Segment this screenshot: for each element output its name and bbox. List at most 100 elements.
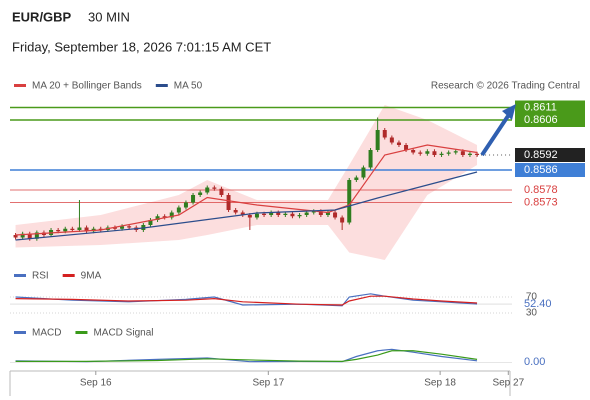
candle-body: [162, 216, 167, 218]
candle-body: [347, 180, 352, 223]
candle-body: [84, 227, 89, 232]
candle-body: [404, 145, 409, 150]
candle-body: [120, 226, 125, 229]
timeframe: 30 MIN: [88, 9, 130, 24]
level-label: 0.8578: [524, 184, 558, 196]
candle-body: [198, 192, 203, 195]
candle-body: [325, 212, 330, 215]
candle-body: [304, 212, 309, 215]
candle-body: [318, 211, 323, 215]
legend-label: MACD: [32, 328, 61, 339]
x-tick-label: Sep 17: [252, 378, 284, 389]
candle-body: [98, 228, 103, 230]
plot: MA 20 + Bollinger Bands MA 50 0.86110.8606…: [10, 81, 585, 389]
legend-swatch: [14, 84, 26, 87]
candle-body: [269, 212, 274, 215]
candle-body: [311, 211, 316, 213]
legend-swatch: [155, 84, 168, 87]
legend-swatch: [14, 274, 26, 277]
candle-body: [446, 152, 451, 154]
x-tick-label: Sep 16: [80, 378, 112, 389]
candle-body: [63, 228, 68, 232]
y-tick-label: 70: [526, 292, 538, 303]
candle-body: [425, 151, 430, 154]
candle-body: [389, 137, 394, 143]
datetime: Friday, September 18, 2026 7:01:15 AM CE…: [12, 39, 271, 54]
candle-body: [155, 216, 160, 220]
candle-body: [20, 233, 25, 238]
level-label: 0.8611: [524, 101, 557, 113]
candle-body: [467, 153, 472, 155]
candle-body: [340, 217, 345, 223]
candle-body: [191, 195, 196, 203]
legend-label: RSI: [32, 271, 49, 282]
series-line: [15, 350, 478, 362]
candle-body: [34, 232, 39, 239]
y-tick-label: 30: [526, 308, 538, 319]
series-line: [15, 144, 478, 236]
legend-label: MA 50: [174, 81, 203, 92]
candle-body: [262, 213, 267, 215]
candle-body: [439, 153, 444, 155]
candle-body: [27, 233, 32, 239]
last-value-label: 52.40: [524, 298, 552, 310]
level-label: 0.8586: [524, 164, 558, 176]
candle-body: [212, 187, 217, 189]
credit: Research © 2026 Trading Central: [431, 81, 580, 92]
candle-body: [219, 188, 224, 195]
candle-body: [396, 142, 401, 145]
series-line: [15, 295, 478, 306]
bollinger-band: [15, 105, 478, 260]
candle-body: [418, 152, 423, 154]
legend-label: MACD Signal: [93, 328, 153, 339]
x-tick-label: Sep 18: [424, 378, 456, 389]
candle-body: [297, 215, 302, 217]
legend-swatch: [75, 331, 88, 334]
candle-body: [183, 202, 188, 208]
level-box: [515, 113, 585, 127]
legend-label: 9MA: [81, 271, 102, 282]
series-line: [15, 171, 478, 241]
level-label: 0.8606: [524, 114, 558, 126]
candle-body: [368, 150, 373, 168]
x-tick-label: Sep 27: [492, 378, 524, 389]
candle-body: [333, 212, 338, 218]
level-box: [515, 163, 585, 177]
candle-body: [112, 227, 117, 229]
candle-body: [13, 235, 18, 238]
level-box: [515, 100, 585, 115]
candle-body: [460, 151, 465, 155]
candle-body: [290, 213, 295, 217]
legend-swatch: [62, 274, 75, 277]
forecast-arrow: [480, 114, 510, 157]
candle-body: [453, 151, 458, 153]
candle-body: [56, 230, 61, 232]
candle-body: [226, 195, 231, 210]
candle-body: [276, 212, 281, 215]
candle-body: [70, 228, 75, 230]
level-label: 0.8592: [524, 149, 558, 161]
candle-body: [205, 187, 210, 193]
symbol: EUR/GBP: [12, 9, 72, 24]
candle-body: [361, 167, 366, 178]
candle-body: [432, 151, 437, 155]
candle-body: [169, 212, 174, 218]
candle-body: [254, 213, 259, 218]
forecast-arrowhead: [502, 104, 516, 120]
last-value-label: 0.00: [524, 356, 545, 368]
level-box: [515, 148, 585, 162]
candle-body: [127, 226, 132, 228]
candle-body: [411, 150, 416, 153]
candle-body: [382, 130, 387, 138]
candle-body: [176, 207, 181, 213]
legend-label: MA 20 + Bollinger Bands: [32, 81, 142, 92]
candle-body: [475, 153, 480, 155]
level-label: 0.8573: [524, 196, 558, 208]
candle-body: [247, 215, 252, 218]
candle-body: [375, 130, 380, 150]
candle-body: [233, 210, 238, 213]
candle-body: [354, 177, 359, 180]
candle-body: [77, 227, 82, 230]
candle-body: [240, 212, 245, 215]
